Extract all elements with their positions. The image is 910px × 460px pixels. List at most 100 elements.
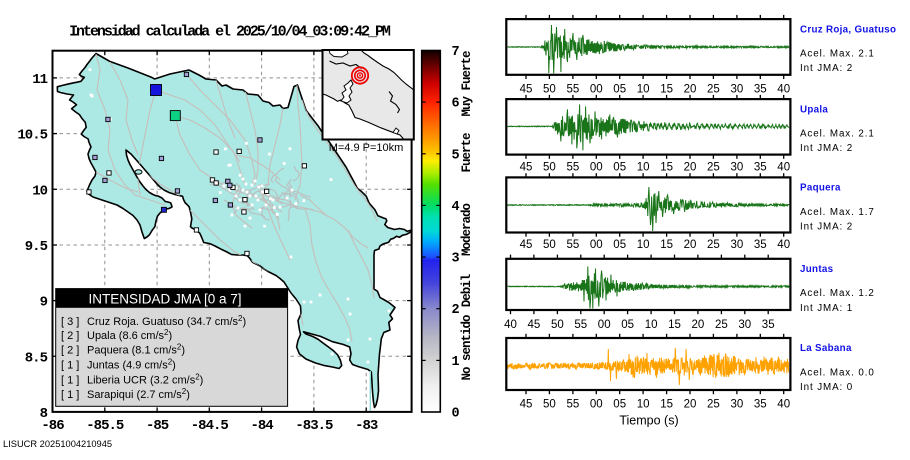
svg-text:45: 45	[520, 239, 533, 251]
svg-text:M=4.9 P=10km: M=4.9 P=10km	[329, 142, 404, 154]
svg-text:25: 25	[707, 399, 720, 411]
svg-text:55: 55	[567, 83, 580, 95]
svg-text:Int JMA: 0: Int JMA: 0	[800, 382, 853, 393]
svg-text:9: 9	[40, 295, 48, 311]
svg-text:15: 15	[668, 319, 681, 331]
svg-text:30: 30	[738, 319, 751, 331]
svg-text:Cruz Roja, Guatuso: Cruz Roja, Guatuso	[800, 24, 896, 35]
svg-text:Acel. Max. 0.0: Acel. Max. 0.0	[800, 367, 875, 378]
svg-text:Moderado: Moderado	[460, 203, 474, 256]
svg-text:9.5: 9.5	[25, 239, 48, 255]
svg-text:45: 45	[520, 162, 533, 174]
svg-text:0: 0	[451, 407, 459, 422]
svg-text:05: 05	[621, 319, 634, 331]
svg-text:05: 05	[613, 83, 626, 95]
svg-text:25: 25	[707, 162, 720, 174]
svg-text:30: 30	[731, 83, 744, 95]
svg-text:[ 2 ]: [ 2 ]	[61, 330, 79, 342]
svg-text:-84: -84	[250, 418, 273, 434]
svg-text:3: 3	[451, 252, 459, 267]
svg-text:-83: -83	[355, 418, 378, 434]
svg-text:Acel. Max. 1.2: Acel. Max. 1.2	[800, 288, 875, 299]
svg-text:2: 2	[451, 303, 459, 318]
svg-text:40: 40	[777, 399, 790, 411]
svg-text:50: 50	[543, 162, 556, 174]
svg-text:30: 30	[731, 239, 744, 251]
svg-text:-86: -86	[41, 418, 64, 434]
svg-text:Acel. Max. 1.7: Acel. Max. 1.7	[800, 207, 875, 218]
svg-text:05: 05	[613, 239, 626, 251]
svg-text:Upala (8.6 cm/s2): Upala (8.6 cm/s2)	[87, 328, 172, 342]
svg-text:30: 30	[731, 399, 744, 411]
svg-text:[ 1 ]: [ 1 ]	[61, 374, 79, 386]
svg-text:55: 55	[567, 162, 580, 174]
svg-text:8.5: 8.5	[25, 350, 48, 366]
svg-text:7: 7	[451, 45, 459, 60]
svg-text:11: 11	[32, 72, 47, 88]
svg-text:-85: -85	[146, 418, 169, 434]
svg-text:-85.5: -85.5	[86, 418, 124, 434]
svg-text:Tiempo (s): Tiempo (s)	[619, 414, 678, 428]
svg-text:5: 5	[451, 148, 459, 163]
svg-text:-83.5: -83.5	[295, 418, 333, 434]
svg-text:40: 40	[777, 162, 790, 174]
svg-text:25: 25	[707, 239, 720, 251]
svg-text:[ 3 ]: [ 3 ]	[61, 316, 79, 328]
svg-text:50: 50	[551, 319, 564, 331]
svg-text:[ 1 ]: [ 1 ]	[61, 360, 79, 372]
svg-text:35: 35	[754, 399, 767, 411]
svg-text:Debil: Debil	[460, 274, 474, 307]
svg-text:INTENSIDAD JMA [0 a 7]: INTENSIDAD JMA [0 a 7]	[88, 291, 241, 306]
svg-text:[ 1 ]: [ 1 ]	[61, 389, 79, 401]
svg-text:45: 45	[528, 319, 541, 331]
svg-text:35: 35	[754, 83, 767, 95]
svg-text:50: 50	[543, 83, 556, 95]
svg-text:30: 30	[731, 162, 744, 174]
svg-text:15: 15	[660, 83, 673, 95]
svg-text:8: 8	[40, 406, 48, 422]
svg-text:10: 10	[645, 319, 658, 331]
svg-text:10: 10	[637, 83, 650, 95]
svg-text:La Sabana: La Sabana	[800, 343, 852, 354]
svg-text:Juntas: Juntas	[800, 264, 834, 275]
svg-text:15: 15	[660, 239, 673, 251]
svg-text:00: 00	[590, 399, 603, 411]
svg-text:15: 15	[660, 399, 673, 411]
svg-text:25: 25	[715, 319, 728, 331]
svg-text:Upala: Upala	[800, 104, 828, 115]
svg-text:[ 2 ]: [ 2 ]	[61, 345, 79, 357]
svg-text:40: 40	[777, 239, 790, 251]
svg-text:20: 20	[684, 162, 697, 174]
svg-text:20: 20	[684, 399, 697, 411]
svg-text:15: 15	[660, 162, 673, 174]
svg-text:Int JMA: 2: Int JMA: 2	[800, 221, 853, 232]
svg-text:20: 20	[684, 239, 697, 251]
svg-text:4: 4	[451, 200, 459, 215]
svg-text:10: 10	[637, 399, 650, 411]
svg-text:Cruz Roja. Guatuso (34.7 cm/s2: Cruz Roja. Guatuso (34.7 cm/s2)	[87, 314, 246, 328]
svg-text:50: 50	[543, 399, 556, 411]
svg-text:25: 25	[707, 83, 720, 95]
svg-text:00: 00	[590, 162, 603, 174]
svg-text:Int JMA: 2: Int JMA: 2	[800, 143, 853, 154]
svg-text:LISUCR 20251004210945: LISUCR 20251004210945	[3, 439, 112, 449]
svg-text:05: 05	[613, 399, 626, 411]
svg-text:45: 45	[520, 83, 533, 95]
svg-text:35: 35	[762, 319, 775, 331]
svg-text:10.5: 10.5	[17, 128, 47, 144]
svg-text:10: 10	[32, 183, 47, 199]
svg-text:Muy Fuerte: Muy Fuerte	[460, 51, 474, 117]
svg-text:40: 40	[777, 83, 790, 95]
svg-text:55: 55	[574, 319, 587, 331]
svg-text:Paquera: Paquera	[800, 183, 841, 194]
svg-text:-84.5: -84.5	[191, 418, 229, 434]
svg-text:45: 45	[520, 399, 533, 411]
svg-text:50: 50	[543, 239, 556, 251]
svg-text:00: 00	[590, 239, 603, 251]
svg-text:Liberia UCR (3.2 cm/s2): Liberia UCR (3.2 cm/s2)	[87, 372, 203, 386]
svg-text:Int JMA: 1: Int JMA: 1	[800, 303, 853, 314]
svg-text:No sentido: No sentido	[460, 315, 474, 381]
svg-text:40: 40	[504, 319, 517, 331]
svg-text:Paquera (8.1 cm/s2): Paquera (8.1 cm/s2)	[87, 343, 185, 357]
svg-text:Int JMA: 2: Int JMA: 2	[800, 63, 853, 74]
